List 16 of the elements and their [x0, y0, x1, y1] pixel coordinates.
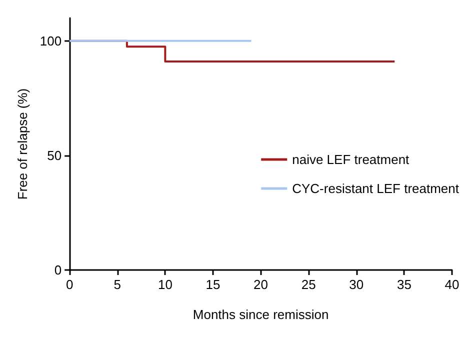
x-tick-label: 20	[254, 277, 268, 292]
legend-label: CYC-resistant LEF treatment	[292, 181, 460, 196]
x-tick-label: 35	[396, 277, 412, 292]
x-tick-label: 30	[349, 277, 364, 292]
x-tick-label: 40	[444, 277, 460, 292]
x-tick-label: 5	[114, 277, 122, 292]
x-tick-label: 0	[66, 277, 74, 292]
legend-label: naive LEF treatment	[292, 152, 410, 167]
x-tick-label: 10	[158, 277, 172, 292]
y-tick-label: 50	[47, 148, 62, 163]
y-tick-label: 0	[54, 262, 62, 278]
x-axis-title: Months since remission	[192, 307, 329, 322]
x-tick-label: 25	[301, 277, 316, 292]
x-tick-label: 15	[206, 277, 220, 292]
y-tick-label: 100	[40, 33, 62, 48]
y-axis-title: Free of relapse (%)	[15, 88, 30, 200]
